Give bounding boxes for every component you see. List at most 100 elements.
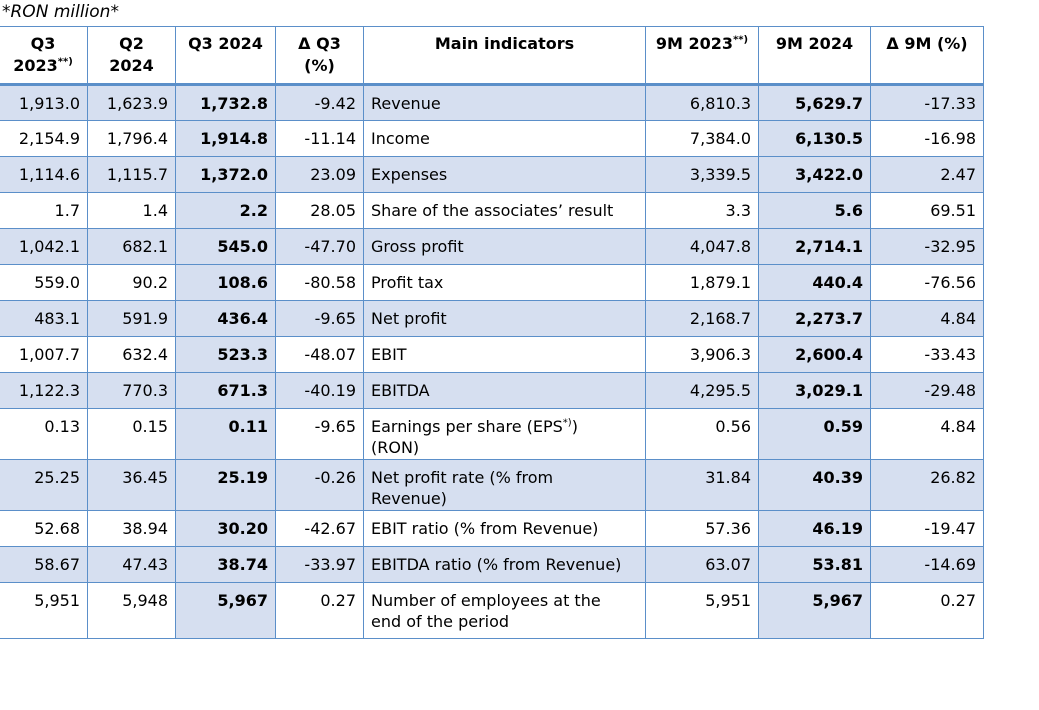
- cell-delta-q3: -9.65: [275, 408, 364, 460]
- cell-9m-2024: 3,029.1: [758, 372, 871, 409]
- cell-q2-2024: 770.3: [87, 372, 176, 409]
- cell-9m-2024: 40.39: [758, 459, 871, 511]
- col-header-q3-2024: Q3 2024: [175, 26, 276, 86]
- cell-q3-2023: 25.25: [0, 459, 88, 511]
- cell-9m-2023: 5,951: [645, 582, 759, 639]
- cell-delta-q3: 23.09: [275, 156, 364, 193]
- cell-q2-2024: 1.4: [87, 192, 176, 229]
- cell-q3-2023: 0.13: [0, 408, 88, 460]
- table-row: 1,042.1 682.1 545.0 -47.70 Gross profit 4,047…: [0, 228, 984, 265]
- cell-q3-2024: 671.3: [175, 372, 276, 409]
- cell-indicator: Share of the associates’ result: [363, 192, 646, 229]
- col-header-9m-2023: 9M 2023**): [645, 26, 759, 86]
- cell-indicator: Revenue: [363, 84, 646, 121]
- header-row: Q3 2023**) Q2 2024 Q3 2024 Δ Q3 (%) Main in…: [0, 26, 984, 86]
- cell-q3-2024: 2.2: [175, 192, 276, 229]
- cell-q3-2023: 483.1: [0, 300, 88, 337]
- col-header-q2-2024: Q2 2024: [87, 26, 176, 86]
- cell-delta-9m: -32.95: [870, 228, 984, 265]
- cell-indicator: Net profit rate (% from Revenue): [363, 459, 646, 511]
- cell-delta-9m: 69.51: [870, 192, 984, 229]
- cell-9m-2023: 1,879.1: [645, 264, 759, 301]
- cell-indicator: Expenses: [363, 156, 646, 193]
- cell-q3-2024: 436.4: [175, 300, 276, 337]
- table-row: 483.1 591.9 436.4 -9.65 Net profit 2,168.7 2,2…: [0, 300, 984, 337]
- cell-indicator: EBITDA ratio (% from Revenue): [363, 546, 646, 583]
- table-row: 52.68 38.94 30.20 -42.67 EBIT ratio (% from …: [0, 510, 984, 547]
- cell-9m-2023: 3,339.5: [645, 156, 759, 193]
- cell-delta-q3: -40.19: [275, 372, 364, 409]
- cell-indicator: Profit tax: [363, 264, 646, 301]
- cell-q3-2024: 25.19: [175, 459, 276, 511]
- cell-delta-q3: -0.26: [275, 459, 364, 511]
- cell-q2-2024: 1,115.7: [87, 156, 176, 193]
- cell-9m-2023: 4,047.8: [645, 228, 759, 265]
- table-row: 0.13 0.15 0.11 -9.65 Earnings per share (EPS…: [0, 408, 984, 460]
- cell-indicator: Earnings per share (EPS*)) (RON): [363, 408, 646, 460]
- cell-9m-2023: 0.56: [645, 408, 759, 460]
- cell-delta-9m: -29.48: [870, 372, 984, 409]
- cell-indicator: EBITDA: [363, 372, 646, 409]
- cell-q3-2024: 1,732.8: [175, 84, 276, 121]
- col-header-q3-2023: Q3 2023**): [0, 26, 88, 86]
- cell-indicator: Income: [363, 120, 646, 157]
- cell-delta-9m: 4.84: [870, 300, 984, 337]
- cell-q2-2024: 591.9: [87, 300, 176, 337]
- table-row: 5,951 5,948 5,967 0.27 Number of employees a…: [0, 582, 984, 639]
- cell-q3-2024: 5,967: [175, 582, 276, 639]
- cell-9m-2023: 3,906.3: [645, 336, 759, 373]
- cell-q3-2024: 30.20: [175, 510, 276, 547]
- cell-q2-2024: 36.45: [87, 459, 176, 511]
- cell-q3-2023: 1.7: [0, 192, 88, 229]
- table-row: 1,122.3 770.3 671.3 -40.19 EBITDA 4,295.5 3,02…: [0, 372, 984, 409]
- cell-9m-2024: 5,629.7: [758, 84, 871, 121]
- cell-q2-2024: 5,948: [87, 582, 176, 639]
- cell-q3-2024: 1,372.0: [175, 156, 276, 193]
- cell-9m-2023: 7,384.0: [645, 120, 759, 157]
- cell-indicator: Number of employees at the end of the per…: [363, 582, 646, 639]
- cell-delta-9m: -16.98: [870, 120, 984, 157]
- cell-9m-2024: 6,130.5: [758, 120, 871, 157]
- cell-delta-q3: -33.97: [275, 546, 364, 583]
- table-row: 1.7 1.4 2.2 28.05 Share of the associates’ r…: [0, 192, 984, 229]
- cell-delta-q3: -11.14: [275, 120, 364, 157]
- cell-indicator: Gross profit: [363, 228, 646, 265]
- cell-q3-2024: 108.6: [175, 264, 276, 301]
- cell-delta-q3: -80.58: [275, 264, 364, 301]
- cell-q3-2023: 1,114.6: [0, 156, 88, 193]
- cell-q2-2024: 1,796.4: [87, 120, 176, 157]
- cell-delta-q3: -48.07: [275, 336, 364, 373]
- cell-indicator: EBIT: [363, 336, 646, 373]
- cell-q2-2024: 1,623.9: [87, 84, 176, 121]
- col-header-9m-2024: 9M 2024: [758, 26, 871, 86]
- cell-q2-2024: 0.15: [87, 408, 176, 460]
- cell-q2-2024: 47.43: [87, 546, 176, 583]
- cell-q3-2024: 1,914.8: [175, 120, 276, 157]
- table-row: 559.0 90.2 108.6 -80.58 Profit tax 1,879.1 440…: [0, 264, 984, 301]
- cell-9m-2023: 3.3: [645, 192, 759, 229]
- cell-delta-9m: 0.27: [870, 582, 984, 639]
- cell-delta-q3: -47.70: [275, 228, 364, 265]
- cell-q3-2023: 1,007.7: [0, 336, 88, 373]
- cell-delta-9m: -14.69: [870, 546, 984, 583]
- cell-delta-q3: -9.42: [275, 84, 364, 121]
- cell-9m-2024: 2,273.7: [758, 300, 871, 337]
- cell-9m-2023: 63.07: [645, 546, 759, 583]
- cell-q3-2024: 545.0: [175, 228, 276, 265]
- cell-delta-q3: 0.27: [275, 582, 364, 639]
- cell-q2-2024: 682.1: [87, 228, 176, 265]
- cell-9m-2023: 31.84: [645, 459, 759, 511]
- cell-delta-9m: 26.82: [870, 459, 984, 511]
- unit-note: *RON million*: [2, 2, 119, 22]
- cell-q3-2023: 559.0: [0, 264, 88, 301]
- cell-delta-9m: -19.47: [870, 510, 984, 547]
- cell-9m-2024: 53.81: [758, 546, 871, 583]
- cell-delta-9m: -33.43: [870, 336, 984, 373]
- cell-q3-2023: 5,951: [0, 582, 88, 639]
- cell-delta-9m: -17.33: [870, 84, 984, 121]
- cell-9m-2024: 5.6: [758, 192, 871, 229]
- table-row: 2,154.9 1,796.4 1,914.8 -11.14 Income 7,384.0…: [0, 120, 984, 157]
- table-row: 58.67 47.43 38.74 -33.97 EBITDA ratio (% fro…: [0, 546, 984, 583]
- cell-delta-9m: 4.84: [870, 408, 984, 460]
- cell-q2-2024: 90.2: [87, 264, 176, 301]
